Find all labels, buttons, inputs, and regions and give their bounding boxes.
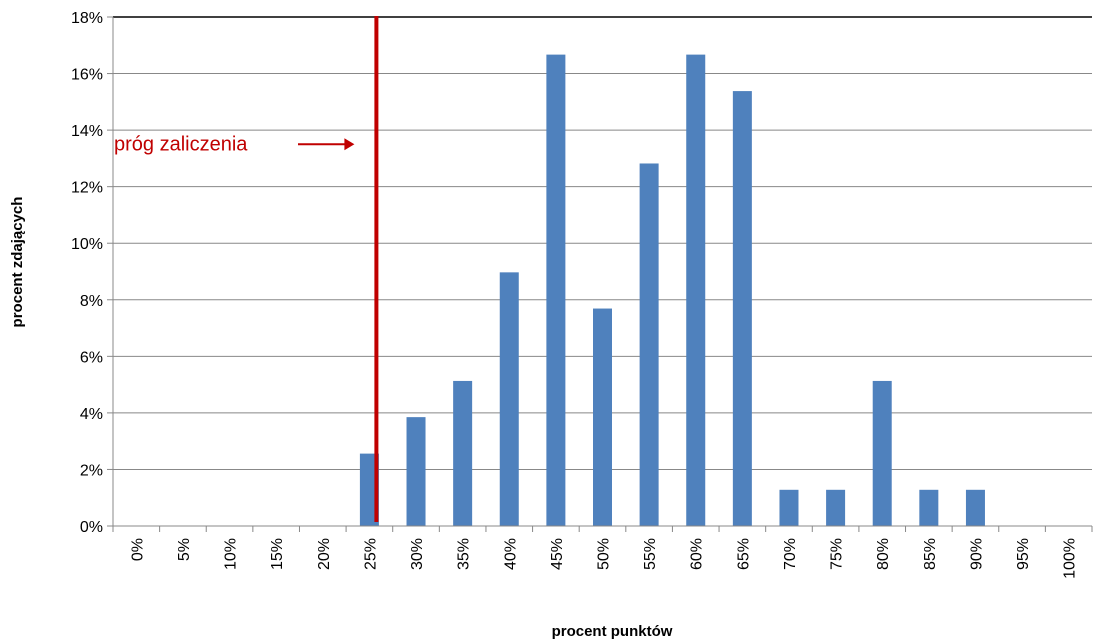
bar-85pct: [919, 489, 939, 526]
x-tick-label: 35%: [456, 538, 473, 570]
x-tick-label: 30%: [409, 538, 426, 570]
y-tick-label: 14%: [71, 123, 103, 140]
x-tick-label: 55%: [642, 538, 659, 570]
bar-55pct: [639, 163, 659, 526]
y-tick-label: 8%: [80, 293, 103, 310]
bar-50pct: [593, 308, 612, 526]
x-tick-label: 0%: [129, 538, 146, 561]
x-axis-title: procent punktów: [552, 623, 673, 640]
x-tick-label: 60%: [689, 538, 706, 570]
gridlines: [113, 16, 1092, 527]
threshold-arrow-head: [344, 138, 355, 151]
x-tick-label: 90%: [968, 538, 985, 570]
y-tick-label: 4%: [80, 406, 103, 423]
bar-90pct: [965, 489, 985, 526]
x-tick-label: 45%: [549, 538, 566, 570]
x-tick-label: 5%: [176, 538, 193, 561]
y-tick-label: 16%: [71, 67, 103, 84]
bar-75pct: [826, 489, 846, 526]
x-tick-label: 75%: [829, 538, 846, 570]
y-axis-title: procent zdających: [9, 197, 26, 328]
bars: [359, 54, 985, 527]
y-tick-label: 0%: [80, 519, 103, 536]
bar-30pct: [406, 417, 426, 526]
bar-65pct: [732, 91, 752, 527]
bar-60pct: [686, 54, 706, 527]
y-tick-label: 10%: [71, 236, 103, 253]
bar-35pct: [453, 380, 473, 526]
bar-70pct: [779, 489, 799, 526]
y-tick-label: 2%: [80, 462, 103, 479]
tick-labels: 0% 2% 4% 6% 8% 10% 12% 14% 16% 18% 0% 5% 10% 15% 20% 25…: [71, 10, 1079, 579]
x-tick-label: 25%: [362, 538, 379, 570]
x-tick-label: 50%: [596, 538, 613, 570]
y-tick-label: 12%: [71, 180, 103, 197]
x-tick-label: 70%: [782, 538, 799, 570]
x-tick-label: 95%: [1015, 538, 1032, 570]
bar-80pct: [872, 380, 892, 526]
x-tick-label: 80%: [875, 538, 892, 570]
x-tick-label: 15%: [269, 538, 286, 570]
bar-45pct: [546, 54, 566, 527]
y-tick-label: 18%: [71, 10, 103, 27]
bar-25pct: [359, 453, 379, 526]
axes: [107, 16, 1093, 532]
x-tick-label: 20%: [316, 538, 333, 570]
x-tick-label: 10%: [223, 538, 240, 570]
y-tick-label: 6%: [80, 349, 103, 366]
threshold-annotation: próg zaliczenia: [114, 16, 379, 522]
x-tick-label: 85%: [922, 538, 939, 570]
x-tick-label: 100%: [1062, 538, 1079, 579]
bar-40pct: [499, 272, 519, 526]
x-tick-label: 65%: [735, 538, 752, 570]
x-tick-label: 40%: [502, 538, 519, 570]
threshold-label: próg zaliczenia: [114, 133, 248, 155]
